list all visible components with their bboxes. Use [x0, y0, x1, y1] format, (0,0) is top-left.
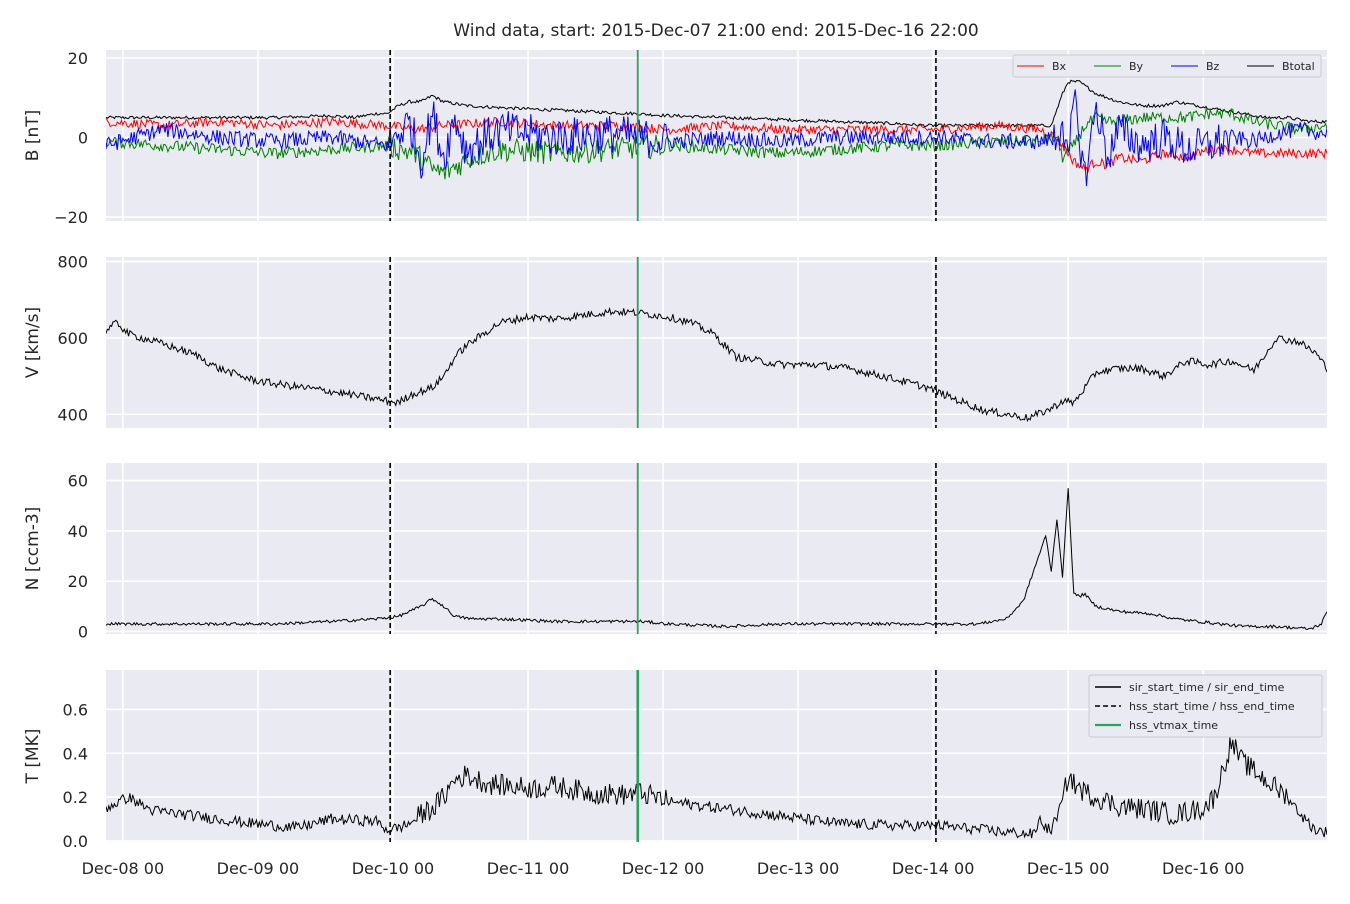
- panel-background: [106, 257, 1327, 428]
- y-tick-label: 60: [68, 472, 88, 491]
- series-group: [106, 79, 1327, 187]
- legend-label-vtmax: hss_vtmax_time: [1129, 719, 1218, 732]
- y-axis-label: B [nT]: [23, 110, 43, 162]
- legend-b-panel: Bx By Bz Btotal: [1012, 54, 1322, 78]
- x-tick-label: Dec-14 00: [892, 859, 975, 878]
- series-line-btotal: [106, 79, 1327, 129]
- legend-label-by: By: [1129, 60, 1144, 73]
- y-axis-label: V [km/s]: [23, 307, 43, 378]
- panel-v: 800 600 400 V [km/s]: [23, 253, 1327, 428]
- x-tick-label: Dec-16 00: [1162, 859, 1245, 878]
- panel-background: [106, 463, 1327, 634]
- series-group: [106, 306, 1327, 423]
- series-line-n: [106, 488, 1327, 631]
- y-tick-label: 600: [57, 329, 88, 348]
- y-tick-label: 20: [68, 572, 88, 591]
- y-axis-label: N [ccm-3]: [23, 507, 43, 591]
- y-tick-label: 0: [78, 128, 88, 147]
- series-group: [106, 737, 1327, 839]
- legend-label-bx: Bx: [1052, 60, 1067, 73]
- x-tick-label: Dec-15 00: [1027, 859, 1110, 878]
- y-tick-label: 0.4: [63, 744, 88, 763]
- legend-label-btotal: Btotal: [1282, 60, 1315, 73]
- x-tick-label: Dec-13 00: [757, 859, 840, 878]
- y-tick-label: 800: [57, 253, 88, 272]
- legend-box: [1088, 674, 1323, 738]
- panel-b: 20 0 −20 B [nT]: [23, 49, 1327, 227]
- x-tick-label: Dec-11 00: [487, 859, 570, 878]
- panels-group: 20 0 −20 B [nT] 800 600 400 V [km/s] 60 40 20 0 N [c…: [23, 49, 1327, 878]
- x-tick-label: Dec-09 00: [217, 859, 300, 878]
- y-tick-label: 0.6: [63, 700, 88, 719]
- legend-box: [1012, 54, 1322, 78]
- y-tick-label: 0.0: [63, 832, 88, 851]
- legend-label-hss: hss_start_time / hss_end_time: [1129, 700, 1295, 713]
- y-tick-label: 40: [68, 522, 88, 541]
- x-tick-label: Dec-08 00: [82, 859, 165, 878]
- series-line-bz: [106, 89, 1327, 187]
- chart-title: Wind data, start: 2015-Dec-07 21:00 end:…: [453, 21, 978, 41]
- y-tick-label: 20: [68, 49, 88, 68]
- y-tick-label: 0: [78, 622, 88, 641]
- series-line-v: [106, 306, 1327, 423]
- x-tick-label: Dec-12 00: [622, 859, 705, 878]
- legend-label-bz: Bz: [1206, 60, 1220, 73]
- series-group: [106, 488, 1327, 631]
- y-axis-label: T [MK]: [23, 729, 43, 785]
- legend-label-sir: sir_start_time / sir_end_time: [1129, 681, 1285, 694]
- legend-t-panel: sir_start_time / sir_end_time hss_start_t…: [1088, 674, 1323, 738]
- series-line-t: [106, 737, 1327, 839]
- x-tick-label: Dec-10 00: [352, 859, 435, 878]
- series-line-bx: [106, 116, 1327, 174]
- y-tick-label: 400: [57, 405, 88, 424]
- y-tick-label: 0.2: [63, 788, 88, 807]
- panel-n: 60 40 20 0 N [ccm-3]: [23, 463, 1327, 641]
- y-tick-label: −20: [54, 208, 88, 227]
